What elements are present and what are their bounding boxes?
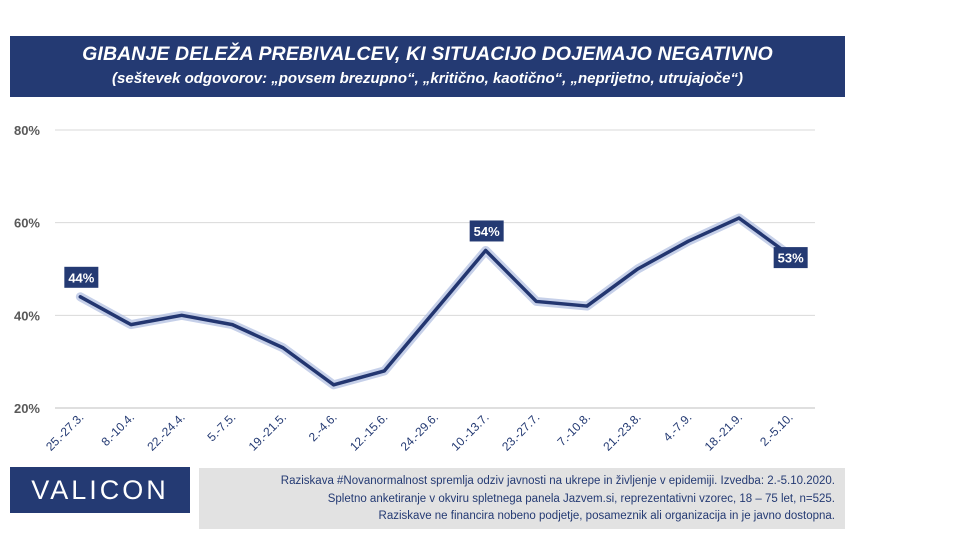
chart-subtitle: (seštevek odgovorov: „povsem brezupno“, … [112, 70, 743, 87]
x-tick-label: 24.-29.6. [398, 410, 441, 453]
footer-line-2: Spletno anketiranje v okviru spletnega p… [327, 492, 835, 505]
x-tick-label: 2.-4.6. [306, 410, 340, 444]
data-point [433, 309, 437, 313]
x-tick-label: 21.-23.8. [600, 410, 643, 453]
data-point [78, 295, 82, 299]
data-point [585, 304, 589, 308]
x-tick-label: 22.-24.4. [144, 410, 187, 453]
x-tick-label: 4.-7.9. [660, 410, 694, 444]
x-tick-label: 7.-10.8. [554, 410, 593, 449]
data-label: 54% [474, 224, 500, 239]
title-banner: GIBANJE DELEŽA PREBIVALCEV, KI SITUACIJO… [10, 36, 845, 97]
data-point [180, 313, 184, 317]
x-tick-label: 8.-10.4. [98, 410, 137, 449]
valicon-logo: VALICON [10, 467, 190, 513]
data-point [737, 216, 741, 220]
data-point [129, 323, 133, 327]
data-label: 44% [68, 270, 94, 285]
x-tick-label: 23.-27.7. [499, 410, 542, 453]
x-tick-label: 18.-21.9. [702, 410, 745, 453]
data-point [686, 239, 690, 243]
data-point [636, 267, 640, 271]
y-tick-label: 80% [14, 123, 40, 138]
data-label-box [64, 266, 99, 288]
y-tick-label: 40% [14, 308, 40, 323]
x-tick-label: 2.-5.10. [757, 410, 796, 449]
series-line [78, 216, 792, 387]
y-tick-label: 60% [14, 216, 40, 231]
x-tick-label: 19.-21.5. [246, 410, 289, 453]
data-point [332, 383, 336, 387]
data-point [484, 248, 488, 252]
y-tick-label: 20% [14, 401, 40, 416]
footer-note: Raziskava #Novanormalnost spremlja odziv… [199, 468, 845, 529]
data-point [281, 346, 285, 350]
x-tick-label: 10.-13.7. [448, 410, 491, 453]
data-point [534, 299, 538, 303]
x-tick-label: 5.-7.5. [204, 410, 238, 444]
data-label-box [469, 220, 504, 242]
data-point [382, 369, 386, 373]
data-point [230, 323, 234, 327]
footer-line-3: Raziskave ne financira nobeno podjetje, … [378, 510, 835, 522]
footer-line-1: Raziskava #Novanormalnost spremlja odziv… [280, 475, 835, 487]
x-tick-label: 12.-15.6. [347, 410, 390, 453]
data-label-box [773, 247, 808, 269]
data-label: 53% [778, 251, 804, 266]
chart-title: GIBANJE DELEŽA PREBIVALCEV, KI SITUACIJO… [82, 43, 773, 65]
x-tick-label: 25.-27.3. [43, 410, 86, 453]
